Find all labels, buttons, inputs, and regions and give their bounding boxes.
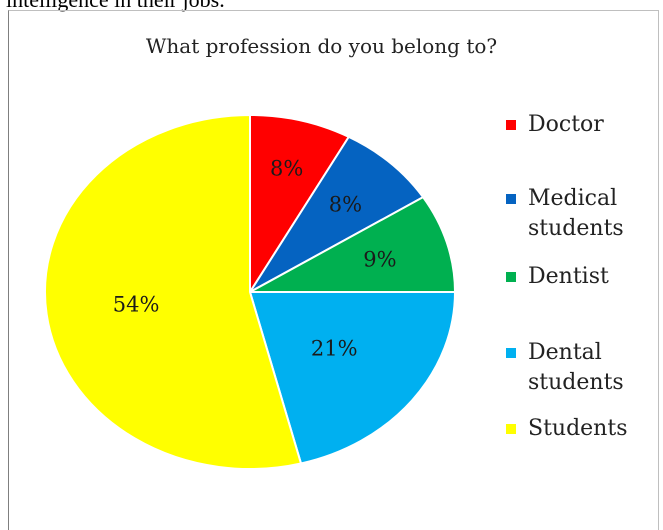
legend-label: Students <box>528 416 628 441</box>
legend-swatch <box>506 424 516 434</box>
legend-item-dentist: Dentist <box>506 262 648 292</box>
legend-swatch <box>506 194 516 204</box>
legend-item-dental-students: Dental students <box>506 338 648 398</box>
slice-label-students: 54% <box>113 292 160 316</box>
legend-item-doctor: Doctor <box>506 110 648 140</box>
pie-slice-dentist <box>249 195 457 293</box>
legend-swatch <box>506 272 516 282</box>
pie-slice-dental-students <box>248 291 457 465</box>
pie-slice-doctor <box>249 113 351 296</box>
legend-item-students: Students <box>506 414 648 444</box>
legend-label: Medical students <box>528 186 624 241</box>
chart-frame <box>8 10 659 530</box>
slice-label-doctor: 8% <box>270 157 303 181</box>
legend-swatch <box>506 348 516 358</box>
slice-label-dental-students: 21% <box>311 336 358 360</box>
slice-label-medical-students: 8% <box>329 192 362 216</box>
legend-label: Dentist <box>528 264 609 289</box>
pie-chart: 8% 8% 9% 21% 54% <box>44 113 457 470</box>
pie-slice-medical-students <box>249 135 425 293</box>
slice-label-dentist: 9% <box>363 247 396 271</box>
legend-item-medical-students: Medical students <box>506 184 648 244</box>
header-text: intelligence in their jobs. <box>6 0 225 13</box>
pie-slice-students <box>44 113 303 470</box>
legend-label: Dental students <box>528 340 624 395</box>
chart-title: What profession do you belong to? <box>145 34 498 58</box>
legend-label: Doctor <box>528 112 604 137</box>
legend-swatch <box>506 120 516 130</box>
